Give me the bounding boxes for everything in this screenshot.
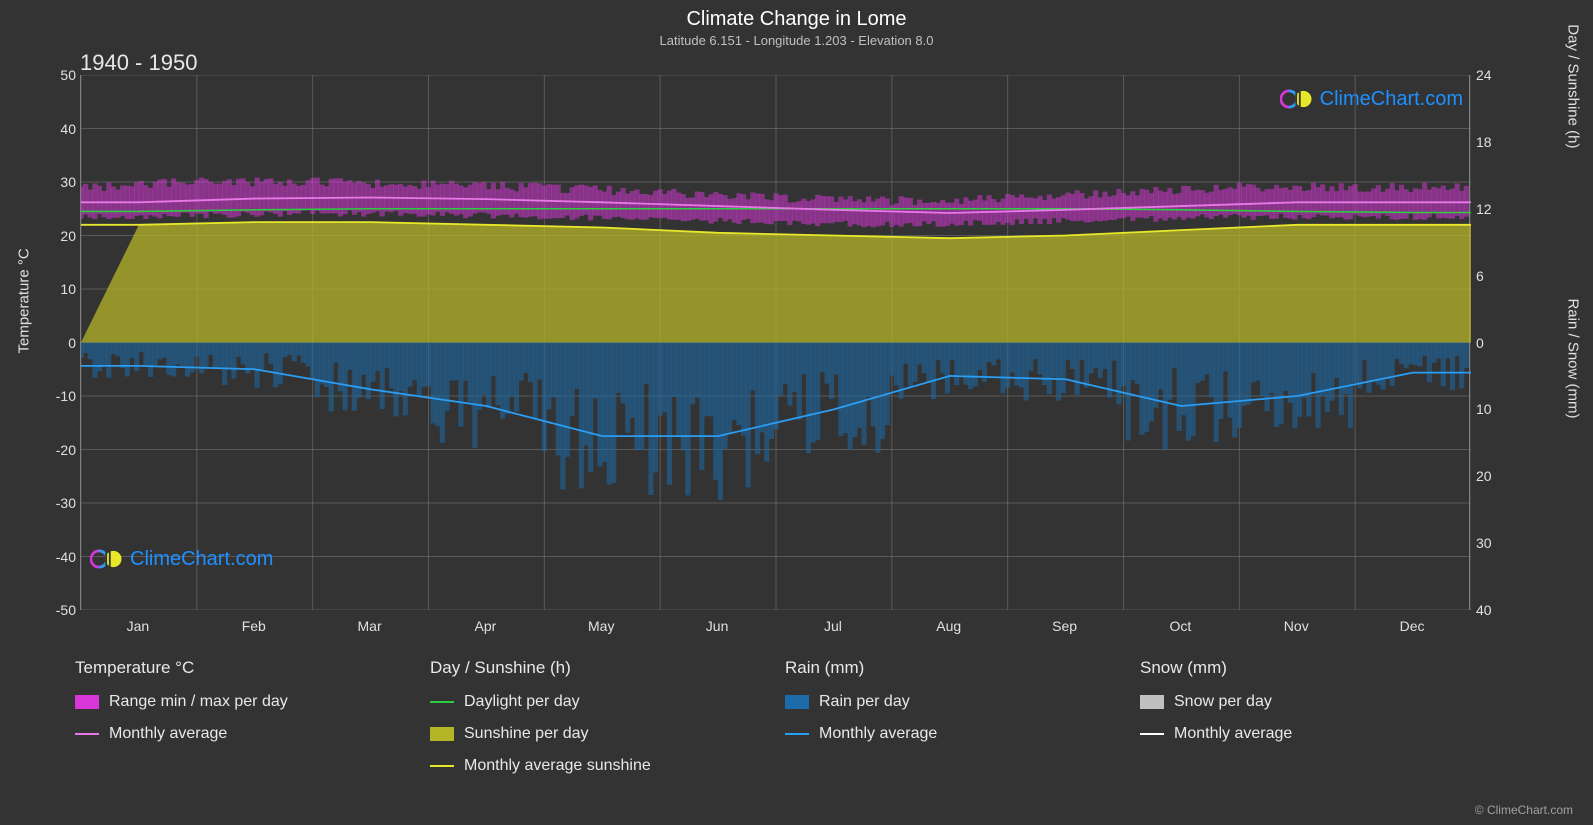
y-left-axis-label: Temperature °C <box>16 248 33 353</box>
y-right-tick-top: 24 <box>1476 67 1516 83</box>
legend-label: Monthly average <box>109 725 227 743</box>
legend-item: Snow per day <box>1140 692 1495 712</box>
legend-group: Snow (mm) Snow per day Monthly average <box>1140 658 1495 788</box>
legend-line-icon <box>430 765 454 767</box>
legend-group: Temperature °C Range min / max per day Mon… <box>75 658 430 788</box>
title-area: Climate Change in Lome Latitude 6.151 - … <box>0 0 1593 48</box>
legend-line-icon <box>430 701 454 703</box>
y-right-axis-label-bottom: Rain / Snow (mm) <box>1565 298 1582 418</box>
legend-line-icon <box>75 733 99 735</box>
legend-label: Daylight per day <box>464 693 580 711</box>
legend-title: Temperature °C <box>75 658 430 678</box>
x-month-label: Jun <box>706 618 729 634</box>
x-month-label: Sep <box>1052 618 1077 634</box>
y-right-tick-bottom: 10 <box>1476 401 1516 417</box>
legend-label: Monthly average <box>1174 725 1292 743</box>
x-month-label: Apr <box>475 618 497 634</box>
chart-title: Climate Change in Lome <box>0 8 1593 31</box>
x-month-label: Aug <box>936 618 961 634</box>
y-left-tick: 10 <box>36 281 76 297</box>
legend-item: Monthly average <box>785 724 1140 744</box>
climate-chart: Climate Change in Lome Latitude 6.151 - … <box>0 0 1593 825</box>
legend-label: Range min / max per day <box>109 693 288 711</box>
y-left-tick: 50 <box>36 67 76 83</box>
legend-item: Monthly average <box>1140 724 1495 744</box>
logo-text: ClimeChart.com <box>130 548 273 571</box>
legend-item: Rain per day <box>785 692 1140 712</box>
y-left-tick: -20 <box>36 442 76 458</box>
plot-svg <box>81 75 1471 610</box>
logo-text: ClimeChart.com <box>1320 88 1463 111</box>
y-left-tick: 40 <box>36 121 76 137</box>
x-month-label: Jul <box>824 618 842 634</box>
x-month-label: Feb <box>242 618 266 634</box>
legend-line-icon <box>1140 733 1164 735</box>
legend-line-icon <box>785 733 809 735</box>
x-month-label: Mar <box>358 618 382 634</box>
legend-swatch-icon <box>430 727 454 741</box>
y-left-tick: -50 <box>36 602 76 618</box>
logo-watermark-bottom: ClimeChart.com <box>90 545 273 573</box>
plot-area <box>80 75 1470 610</box>
y-right-tick-bottom: 40 <box>1476 602 1516 618</box>
legend: Temperature °C Range min / max per day Mon… <box>75 658 1495 788</box>
x-month-label: May <box>588 618 614 634</box>
y-right-tick-top: 18 <box>1476 134 1516 150</box>
legend-group: Day / Sunshine (h) Daylight per day Sunshi… <box>430 658 785 788</box>
legend-swatch-icon <box>1140 695 1164 709</box>
y-left-tick: -40 <box>36 549 76 565</box>
y-left-tick: -10 <box>36 388 76 404</box>
logo-icon <box>1280 85 1316 113</box>
y-left-tick: 20 <box>36 228 76 244</box>
y-right-tick-bottom: 30 <box>1476 535 1516 551</box>
x-month-label: Dec <box>1400 618 1425 634</box>
y-right-axis-label-top: Day / Sunshine (h) <box>1565 24 1582 148</box>
y-left-tick: 0 <box>36 335 76 351</box>
y-right-tick-top: 6 <box>1476 268 1516 284</box>
copyright: © ClimeChart.com <box>1475 803 1573 817</box>
period-label: 1940 - 1950 <box>80 50 197 76</box>
y-right-tick-bottom: 20 <box>1476 468 1516 484</box>
legend-label: Sunshine per day <box>464 725 589 743</box>
y-right-tick-top: 0 <box>1476 335 1516 351</box>
legend-title: Rain (mm) <box>785 658 1140 678</box>
x-month-label: Jan <box>127 618 150 634</box>
legend-item: Range min / max per day <box>75 692 430 712</box>
legend-group: Rain (mm) Rain per day Monthly average <box>785 658 1140 788</box>
legend-item: Daylight per day <box>430 692 785 712</box>
legend-label: Rain per day <box>819 693 910 711</box>
logo-watermark-top: ClimeChart.com <box>1280 85 1463 113</box>
legend-title: Day / Sunshine (h) <box>430 658 785 678</box>
legend-title: Snow (mm) <box>1140 658 1495 678</box>
legend-item: Monthly average <box>75 724 430 744</box>
y-left-tick: -30 <box>36 495 76 511</box>
x-month-label: Oct <box>1170 618 1192 634</box>
legend-item: Monthly average sunshine <box>430 756 785 776</box>
logo-icon <box>90 545 126 573</box>
legend-item: Sunshine per day <box>430 724 785 744</box>
legend-swatch-icon <box>785 695 809 709</box>
x-month-label: Nov <box>1284 618 1309 634</box>
legend-label: Monthly average <box>819 725 937 743</box>
chart-subtitle: Latitude 6.151 - Longitude 1.203 - Eleva… <box>0 33 1593 48</box>
y-right-tick-top: 12 <box>1476 201 1516 217</box>
y-left-tick: 30 <box>36 174 76 190</box>
legend-swatch-icon <box>75 695 99 709</box>
legend-label: Snow per day <box>1174 693 1272 711</box>
legend-label: Monthly average sunshine <box>464 757 651 775</box>
